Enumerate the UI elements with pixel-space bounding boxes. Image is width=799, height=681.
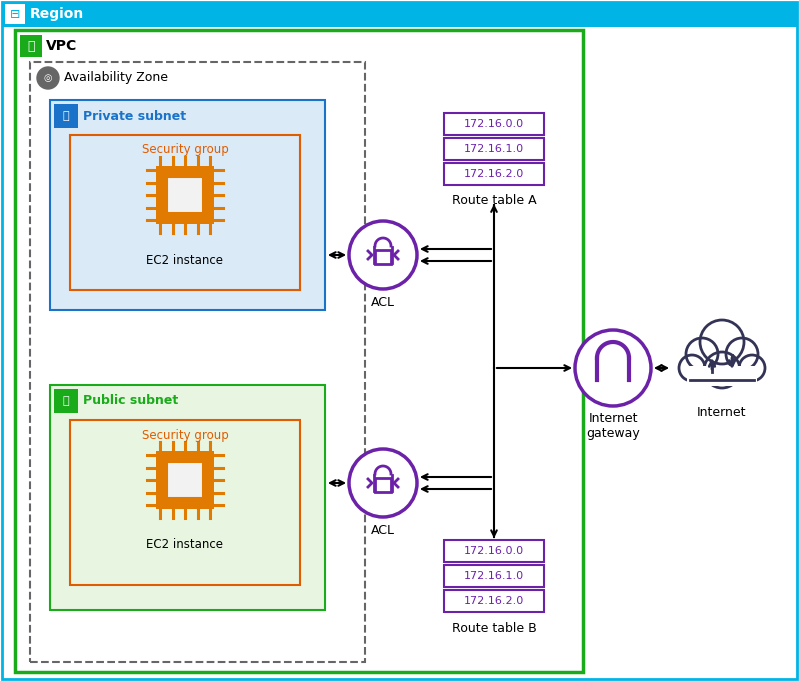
Text: ACL: ACL	[371, 524, 395, 537]
Bar	[15, 30, 583, 672]
Text: Public subnet: Public subnet	[83, 394, 178, 407]
Text: ⊟: ⊟	[10, 7, 20, 20]
Circle shape	[726, 338, 758, 370]
Text: 172.16.2.0: 172.16.2.0	[464, 169, 524, 179]
Text: 🔒: 🔒	[62, 111, 70, 121]
Circle shape	[679, 355, 705, 381]
Bar	[2, 2, 797, 27]
Text: Internet: Internet	[698, 405, 747, 419]
Bar	[50, 100, 325, 310]
Text: Security group: Security group	[141, 428, 229, 441]
Text: 🔒: 🔒	[27, 39, 34, 52]
Bar	[54, 389, 78, 413]
Bar	[444, 540, 544, 562]
Text: VPC: VPC	[46, 39, 78, 53]
Text: ◎: ◎	[44, 73, 52, 83]
Text: EC2 instance: EC2 instance	[146, 253, 224, 266]
Text: 172.16.0.0: 172.16.0.0	[464, 546, 524, 556]
Text: 172.16.2.0: 172.16.2.0	[464, 596, 524, 606]
Text: Route table A: Route table A	[451, 195, 536, 208]
Bar	[156, 451, 214, 509]
Text: 🔒: 🔒	[62, 396, 70, 406]
Bar	[70, 135, 300, 290]
Text: Internet
gateway: Internet gateway	[586, 412, 640, 440]
Text: 172.16.1.0: 172.16.1.0	[464, 144, 524, 154]
Text: Availability Zone: Availability Zone	[64, 72, 168, 84]
Bar	[30, 62, 365, 662]
Bar	[156, 166, 214, 224]
Circle shape	[349, 449, 417, 517]
Bar	[687, 366, 757, 386]
Bar	[444, 565, 544, 587]
Text: Private subnet: Private subnet	[83, 110, 186, 123]
Circle shape	[739, 355, 765, 381]
Circle shape	[575, 330, 651, 406]
Bar	[444, 113, 544, 135]
Bar	[5, 4, 25, 24]
Text: Route table B: Route table B	[451, 622, 536, 635]
Bar	[444, 163, 544, 185]
Circle shape	[704, 352, 740, 388]
Bar	[54, 104, 78, 128]
Circle shape	[700, 320, 744, 364]
Circle shape	[686, 338, 718, 370]
Circle shape	[349, 221, 417, 289]
Text: 172.16.1.0: 172.16.1.0	[464, 571, 524, 581]
Bar	[70, 420, 300, 585]
Text: Region: Region	[30, 7, 84, 21]
Bar	[50, 385, 325, 610]
Bar	[444, 590, 544, 612]
Text: Security group: Security group	[141, 144, 229, 157]
Bar	[20, 35, 42, 57]
Text: EC2 instance: EC2 instance	[146, 539, 224, 552]
Bar	[167, 177, 203, 213]
Bar	[375, 250, 391, 264]
Bar	[375, 478, 391, 492]
Text: ACL: ACL	[371, 296, 395, 309]
Text: 172.16.0.0: 172.16.0.0	[464, 119, 524, 129]
Circle shape	[37, 67, 59, 89]
Bar	[167, 462, 203, 498]
Bar	[444, 138, 544, 160]
